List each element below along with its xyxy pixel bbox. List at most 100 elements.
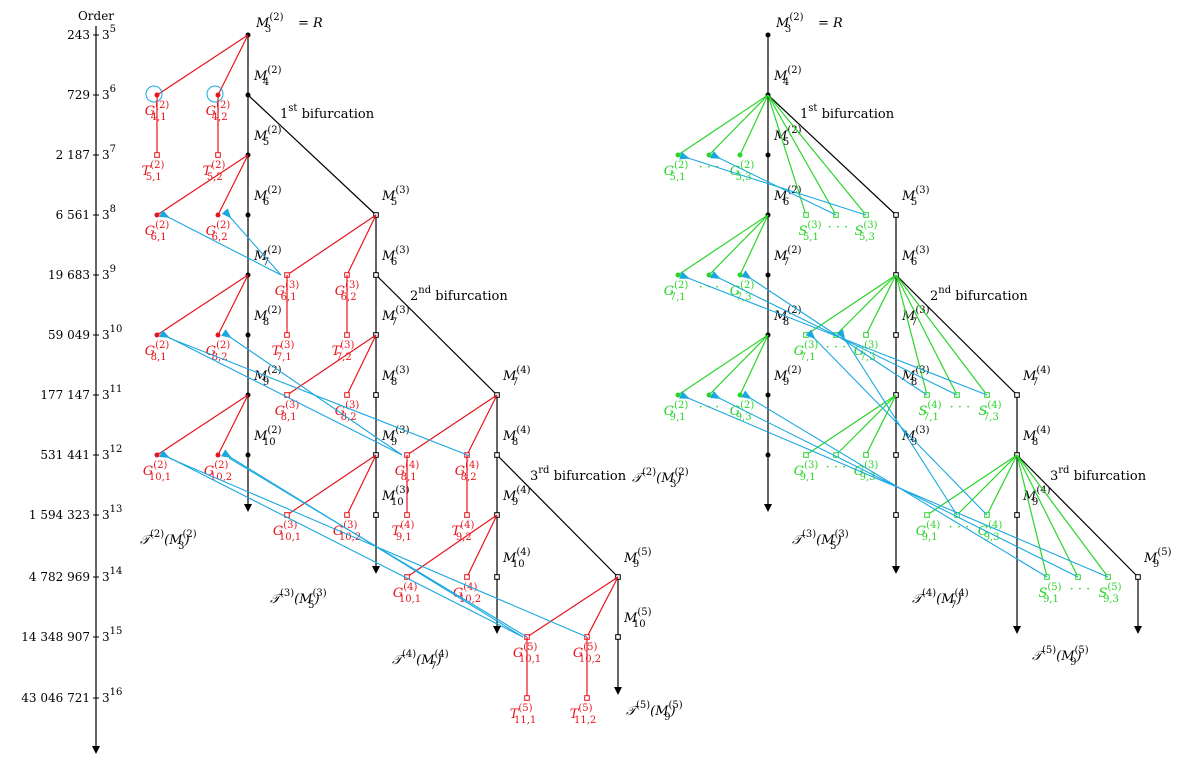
leaf-label: G(3) 6,2 — [335, 280, 360, 303]
leaf-label: G(2) 4,2 — [206, 100, 231, 123]
order-value: 43 046 721 — [21, 691, 90, 705]
leaf-label: S(4) 7,1 — [918, 400, 941, 423]
order-value: 19 683 — [48, 268, 90, 282]
terminal-label: T(3) 7,2 — [332, 340, 355, 363]
leaf-edge — [956, 454, 1018, 516]
order-value: 4 782 969 — [29, 570, 90, 584]
leaf-label: G(4) 9,3 — [978, 520, 1003, 543]
trunk-3-vertex-label: M(3) 10 — [381, 485, 410, 508]
order-power: 38 — [102, 204, 116, 222]
leaf-label: G(2) 6,2 — [206, 220, 231, 243]
trunk-5-vertex — [615, 634, 621, 640]
trunk-5-vertex-label: M(5) 9 — [1143, 547, 1172, 570]
bifurcation-label: 1st bifurcation — [280, 103, 375, 122]
leaf-label: G(5) 10,2 — [573, 642, 601, 665]
ellipsis: · · · — [826, 460, 847, 475]
terminal-vertex — [404, 512, 410, 518]
leaf-vertex — [675, 392, 681, 398]
branch-1st-bifurcation — [247, 94, 377, 216]
terminal-vertex — [215, 152, 221, 158]
trunk-3-vertex — [373, 272, 379, 278]
trunk-3-vertex-label: M(3) 8 — [381, 365, 410, 388]
tree-label-4: 𝒯(4)(M(4) 7) — [912, 588, 969, 611]
trunk-3-vertex-label: M(3) 8 — [901, 365, 930, 388]
bifurcation-label: 2nd bifurcation — [930, 285, 1028, 304]
trunk-2-vertex — [765, 32, 771, 38]
leaf-label: G(3) 8,2 — [335, 400, 360, 423]
order-value: 59 049 — [48, 328, 90, 342]
root-label-tail: = R — [298, 16, 323, 31]
branch-3rd-bifurcation — [1016, 454, 1139, 578]
order-power: 35 — [102, 24, 116, 42]
tree-label-5: 𝒯(5)(M(5) 9) — [626, 700, 683, 723]
leaf-edge — [586, 576, 619, 638]
leaf-edge — [217, 154, 249, 216]
leaf-label: G(3) 9,1 — [794, 460, 819, 483]
leaf-edge — [466, 394, 498, 456]
leaf-edge — [217, 394, 249, 456]
order-value: 243 — [67, 28, 90, 42]
order-power: 316 — [102, 687, 122, 705]
ellipsis: · · · — [826, 340, 847, 355]
leaf-vertex — [464, 574, 470, 580]
bifurcation-label: 1st bifurcation — [800, 103, 895, 122]
leaf-vertex — [863, 332, 869, 338]
isomorphism-arrow — [228, 457, 528, 638]
trunk-2-vertex-label: M(2) 7 — [253, 245, 282, 268]
order-power: 313 — [102, 504, 122, 522]
trunk-3-vertex-label: M(3) 6 — [381, 245, 410, 268]
order-power: 312 — [102, 444, 122, 462]
ellipsis: · · · — [949, 520, 970, 535]
trunk-2-vertex — [765, 272, 771, 278]
leaf-edge — [156, 34, 249, 96]
leaf-label: G(3) 8,1 — [275, 400, 300, 423]
order-value: 531 441 — [40, 448, 90, 462]
leaf-vertex — [154, 452, 160, 458]
leaf-vertex — [344, 392, 350, 398]
trunk-2-vertex-label: M(2) 10 — [253, 425, 282, 448]
branch-3rd-bifurcation — [496, 454, 619, 578]
leaf-edge — [346, 214, 377, 276]
bifurcation-label: 3rd bifurcation — [1050, 465, 1147, 484]
bifurcation-label: 3rd bifurcation — [530, 465, 627, 484]
trunk-4-vertex-label: M(4) 8 — [1022, 425, 1051, 448]
branch-2nd-bifurcation — [375, 274, 498, 396]
leaf-label: G(2) 5,1 — [664, 160, 689, 183]
terminal-label: T(4)9,2 — [452, 520, 475, 543]
leaf-vertex — [215, 452, 221, 458]
trunk-2-vertex — [245, 452, 251, 458]
leaf-edge — [986, 454, 1018, 516]
leaf-vertex — [706, 272, 712, 278]
leaf-vertex — [803, 212, 809, 218]
trunk-2-vertex-label: M(2) 4 — [253, 65, 282, 88]
trunk-2-vertex — [245, 92, 251, 98]
leaf-edge — [217, 274, 249, 336]
leaf-vertex — [803, 452, 809, 458]
leaf-edge — [346, 454, 377, 516]
leaf-edge — [805, 274, 897, 336]
leaf-edge — [677, 94, 769, 156]
trunk-2-vertex-label: M(2) 6 — [773, 185, 802, 208]
leaf-label: S(5) 9,3 — [1098, 582, 1121, 605]
leaf-label: G(2) 10,1 — [143, 460, 171, 483]
trunk-4-vertex-label: M(4) 7 — [502, 365, 531, 388]
terminal-vertex — [464, 512, 470, 518]
branch-2nd-bifurcation — [895, 274, 1018, 396]
trunk-4-vertex-label: M(4)9 — [1022, 485, 1051, 508]
terminal-vertex — [584, 695, 590, 701]
order-axis-title: Order — [78, 9, 114, 23]
tree-label-3: 𝒯(3)(M(3) 5) — [270, 588, 327, 611]
terminal-label: T(2) 5,1 — [142, 160, 165, 183]
tree-label-2: 𝒯(2)(M(2) 3) — [632, 467, 689, 490]
leaf-edge — [346, 334, 377, 396]
leaf-label: G(4) 9,1 — [916, 520, 941, 543]
order-axis: Order 243 35 729 36 2 187 37 6 561 38 19 683 39 59 … — [21, 9, 122, 754]
leaf-vertex — [215, 212, 221, 218]
leaf-edge — [708, 94, 769, 156]
leaf-edge — [805, 394, 897, 456]
leaf-edge — [156, 274, 249, 336]
leaf-label: G(2) 9,1 — [664, 400, 689, 423]
tree-label-3: 𝒯(3)(M(3) 5) — [792, 529, 849, 552]
highlight-circle — [145, 85, 163, 103]
trunk-5-vertex-label: M(5) 9 — [623, 547, 652, 570]
